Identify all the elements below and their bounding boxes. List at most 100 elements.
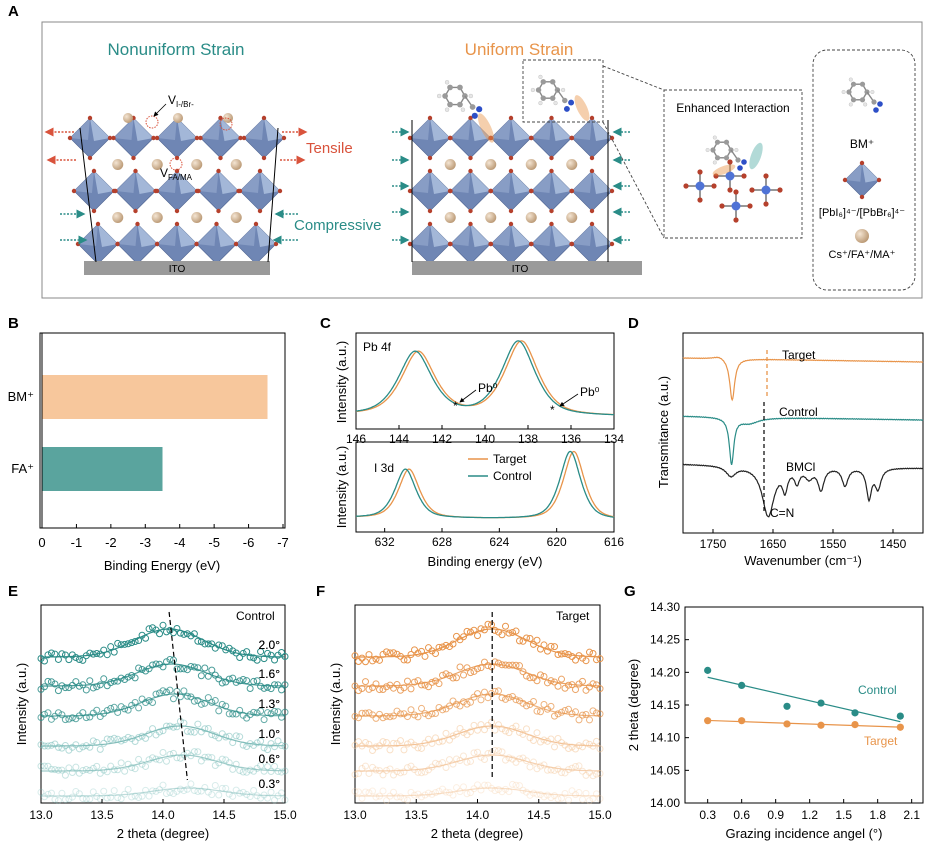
data-point: [93, 649, 101, 657]
octahedron: [569, 115, 615, 161]
data-point: [453, 784, 460, 792]
data-point: [107, 735, 115, 743]
a-site-cation: [230, 159, 242, 170]
point-control: [738, 681, 746, 690]
data-point: [47, 765, 55, 773]
data-point: [561, 789, 569, 797]
pb-atom: [761, 185, 771, 195]
data-point: [121, 675, 129, 683]
data-point: [390, 788, 397, 796]
x-tick-label: 142: [432, 432, 452, 446]
data-point: [400, 795, 408, 803]
data-point: [519, 668, 527, 676]
data-point: [135, 733, 143, 741]
data-point: [124, 706, 132, 714]
data-point: [481, 781, 488, 789]
data-point: [460, 698, 467, 706]
data-point: [229, 739, 237, 747]
data-point: [278, 742, 286, 750]
data-point: [264, 763, 272, 771]
data-point: [589, 772, 597, 780]
data-point: [432, 789, 439, 797]
data-point: [176, 665, 184, 673]
x-tick-label: 0: [38, 535, 45, 550]
data-point: [40, 793, 48, 801]
data-point: [93, 706, 101, 714]
data-point: [169, 790, 177, 798]
x-tick-label: -5: [208, 535, 220, 550]
x-tick-label: 1650: [760, 537, 787, 551]
data-point: [439, 737, 446, 745]
data-point: [103, 707, 111, 715]
data-point: [418, 793, 425, 801]
data-point: [488, 718, 495, 726]
panel-e-ylabel: Intensity (a.u.): [14, 663, 29, 745]
data-point: [65, 684, 73, 692]
legend-control-label: Control: [493, 469, 532, 483]
data-point: [589, 680, 597, 688]
data-point: [131, 765, 139, 773]
data-point: [131, 637, 139, 645]
data-point: [72, 741, 80, 749]
data-point: [589, 795, 597, 803]
data-point: [463, 790, 471, 798]
data-point: [201, 784, 209, 792]
octahedron: [233, 221, 279, 267]
data-point: [470, 749, 478, 757]
data-point: [432, 734, 439, 742]
data-point: [208, 698, 216, 706]
data-point: [239, 788, 247, 796]
data-point: [250, 654, 258, 662]
pb0-star-1: *: [453, 399, 458, 413]
data-point: [107, 643, 115, 651]
x-tick-label: -4: [174, 535, 186, 550]
data-point: [442, 763, 450, 771]
data-point: [204, 753, 212, 761]
data-point: [176, 785, 184, 793]
data-point: [211, 762, 219, 770]
data-point: [523, 788, 530, 796]
compressive-label: Compressive: [294, 217, 382, 234]
data-point: [554, 795, 562, 803]
a-site-cation: [444, 212, 456, 223]
data-point: [351, 712, 359, 720]
ftir-control-label: Control: [779, 405, 818, 419]
data-point: [79, 795, 87, 803]
data-point: [596, 769, 604, 777]
ftir-ylabel: Transmitance (a.u.): [656, 376, 671, 488]
data-point: [229, 674, 237, 682]
data-point: [414, 713, 422, 721]
data-point: [44, 762, 52, 770]
y-tick-label: 14.25: [650, 633, 680, 647]
fit-curve: [41, 725, 285, 747]
data-point: [58, 766, 66, 774]
a-site-cation: [525, 159, 537, 170]
data-point: [201, 640, 209, 648]
data-point: [397, 793, 404, 801]
data-point: [428, 739, 436, 747]
data-point: [100, 766, 108, 774]
data-point: [110, 734, 118, 742]
data-point: [386, 649, 394, 657]
data-point: [201, 753, 209, 761]
data-point: [260, 716, 268, 724]
data-point: [68, 714, 76, 722]
data-point: [554, 710, 562, 718]
data-point: [484, 620, 492, 628]
data-point: [446, 702, 453, 710]
data-point: [407, 706, 415, 714]
data-point: [159, 727, 167, 735]
x-tick-label: 13.5: [90, 808, 114, 822]
data-point: [135, 793, 143, 801]
data-point: [250, 677, 258, 685]
octahedron: [111, 115, 156, 161]
data-point: [201, 725, 209, 733]
data-point: [40, 710, 48, 718]
data-point: [456, 724, 464, 732]
data-point: [211, 782, 219, 790]
data-point: [253, 656, 261, 664]
data-point: [110, 648, 118, 656]
data-point: [351, 771, 359, 779]
data-point: [61, 741, 69, 749]
compressive-arrows-right: [392, 127, 630, 245]
